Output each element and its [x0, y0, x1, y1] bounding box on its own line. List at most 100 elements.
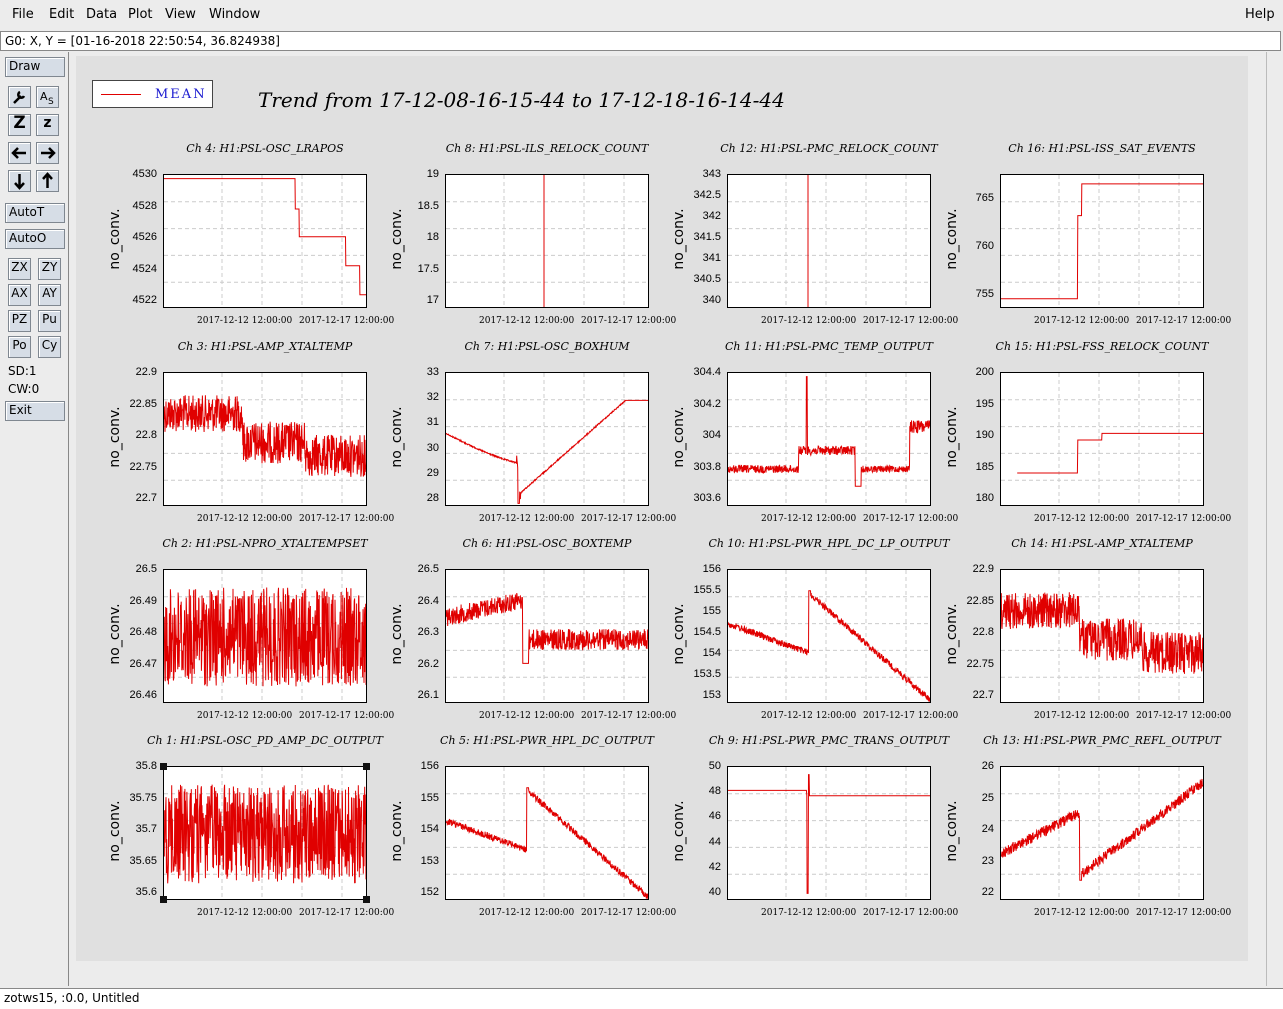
cw-label: CW:0 [8, 382, 40, 396]
y-tick-label: 48 [708, 785, 721, 798]
y-tick-label: 22 [981, 886, 994, 898]
zy-button[interactable]: ZY [38, 258, 61, 280]
y-tick-label: 155 [702, 605, 721, 617]
y-tick-label: 35.6 [135, 886, 157, 898]
plot-area[interactable] [727, 766, 931, 900]
cy-button[interactable]: Cy [38, 336, 61, 358]
menu-data[interactable]: Data [86, 7, 118, 22]
plot-area[interactable] [1000, 174, 1204, 308]
menu-plot[interactable]: Plot [128, 7, 153, 22]
plot-area[interactable] [727, 569, 931, 703]
ay-button[interactable]: AY [38, 284, 61, 306]
mean-series-line [164, 587, 366, 687]
plot-area[interactable] [445, 569, 649, 703]
plot-area[interactable] [163, 174, 367, 308]
legend-label: MEAN [155, 87, 207, 102]
x-tick-label: 2017-12-17 12:00:00 [581, 711, 677, 721]
y-tick-label: 190 [975, 429, 994, 441]
menu-window[interactable]: Window [209, 7, 261, 22]
y-tick-label: 26.5 [135, 563, 157, 575]
x-tick-label: 2017-12-17 12:00:00 [1136, 514, 1232, 524]
selection-handle[interactable] [363, 763, 370, 770]
plot-area[interactable] [445, 766, 649, 900]
chart-title: Ch 3: H1:PSL-AMP_XTALTEMP [177, 340, 353, 353]
y-tick-label: 153 [702, 689, 721, 701]
y-tick-label: 4522 [132, 294, 157, 306]
auto-t-button[interactable]: AutoT [5, 203, 65, 223]
y-tick-label: 30 [426, 441, 439, 454]
arrow-left-icon[interactable] [8, 142, 31, 164]
x-tick-label: 2017-12-12 12:00:00 [197, 711, 293, 721]
arrow-up-icon[interactable] [36, 170, 59, 192]
y-tick-label: 152 [420, 886, 439, 898]
plot-area[interactable] [727, 174, 931, 308]
draw-button[interactable]: Draw [5, 57, 65, 77]
arrow-down-icon[interactable] [8, 170, 31, 192]
y-tick-label: 28 [426, 492, 439, 504]
menu-help[interactable]: Help [1245, 7, 1275, 22]
mean-series-line [1001, 778, 1203, 881]
y-tick-label: 26.5 [417, 563, 439, 575]
sd-label: SD:1 [8, 364, 37, 378]
y-tick-label: 154 [420, 823, 439, 835]
y-tick-label: 343 [702, 168, 721, 180]
svg-text:A: A [40, 90, 48, 103]
y-tick-label: 24 [981, 823, 994, 835]
y-tick-label: 22.9 [972, 563, 994, 575]
vertical-scrollbar[interactable] [1266, 52, 1282, 986]
auto-o-button[interactable]: AutoO [5, 229, 65, 249]
x-tick-label: 2017-12-17 12:00:00 [581, 908, 677, 918]
y-tick-label: 17.5 [417, 262, 439, 275]
mean-series-line [446, 399, 648, 504]
po-button[interactable]: Po [8, 336, 31, 358]
mean-series-line [1001, 183, 1203, 300]
zx-button[interactable]: ZX [8, 258, 31, 280]
ax-button[interactable]: AX [8, 284, 31, 306]
plot-area[interactable] [445, 174, 649, 308]
plot-area[interactable] [163, 766, 367, 900]
zoom-in-button[interactable]: Z [8, 114, 31, 136]
y-tick-label: 31 [426, 416, 439, 429]
y-tick-label: 26.2 [417, 657, 439, 670]
y-tick-label: 26.48 [129, 626, 157, 638]
y-tick-label: 341.5 [693, 231, 721, 243]
chart-title: Ch 5: H1:PSL-PWR_HPL_DC_OUTPUT [440, 734, 654, 747]
pz-button[interactable]: PZ [8, 310, 31, 332]
status-bar: zotws15, :0.0, Untitled [0, 988, 1283, 1009]
y-tick-label: 4526 [132, 231, 157, 243]
plot-area[interactable] [1000, 372, 1204, 506]
chart-title: Ch 14: H1:PSL-AMP_XTALTEMP [1011, 537, 1193, 550]
plot-area[interactable] [727, 372, 931, 506]
y-tick-label: 35.8 [135, 760, 157, 772]
menu-view[interactable]: View [165, 7, 196, 22]
zoom-out-button[interactable]: z [36, 114, 59, 136]
arrow-right-icon[interactable] [36, 142, 59, 164]
y-tick-label: 156 [702, 563, 721, 575]
selection-handle[interactable] [363, 896, 370, 903]
chart-title: Ch 11: H1:PSL-PMC_TEMP_OUTPUT [724, 340, 933, 353]
x-tick-label: 2017-12-12 12:00:00 [761, 514, 857, 524]
plot-area[interactable] [163, 372, 367, 506]
y-tick-label: 22.85 [966, 594, 994, 607]
plot-area[interactable] [445, 372, 649, 506]
y-tick-label: 23 [981, 854, 994, 867]
chart-title: Ch 16: H1:PSL-ISS_SAT_EVENTS [1008, 142, 1196, 155]
x-tick-label: 2017-12-12 12:00:00 [479, 316, 575, 326]
menu-file[interactable]: File [12, 7, 34, 22]
plot-area[interactable] [163, 569, 367, 703]
pu-button[interactable]: Pu [38, 310, 61, 332]
y-tick-label: 22.8 [135, 429, 157, 441]
selection-handle[interactable] [160, 763, 167, 770]
plot-area[interactable] [1000, 569, 1204, 703]
menu-edit[interactable]: Edit [49, 7, 75, 22]
legend: MEAN [92, 80, 213, 108]
selection-handle[interactable] [160, 896, 167, 903]
wrench-icon[interactable] [8, 86, 31, 108]
plot-area[interactable] [1000, 766, 1204, 900]
mean-series-line [728, 376, 930, 487]
y-tick-label: 765 [975, 192, 994, 204]
exit-button[interactable]: Exit [5, 401, 65, 421]
y-tick-label: 26.49 [129, 594, 157, 607]
